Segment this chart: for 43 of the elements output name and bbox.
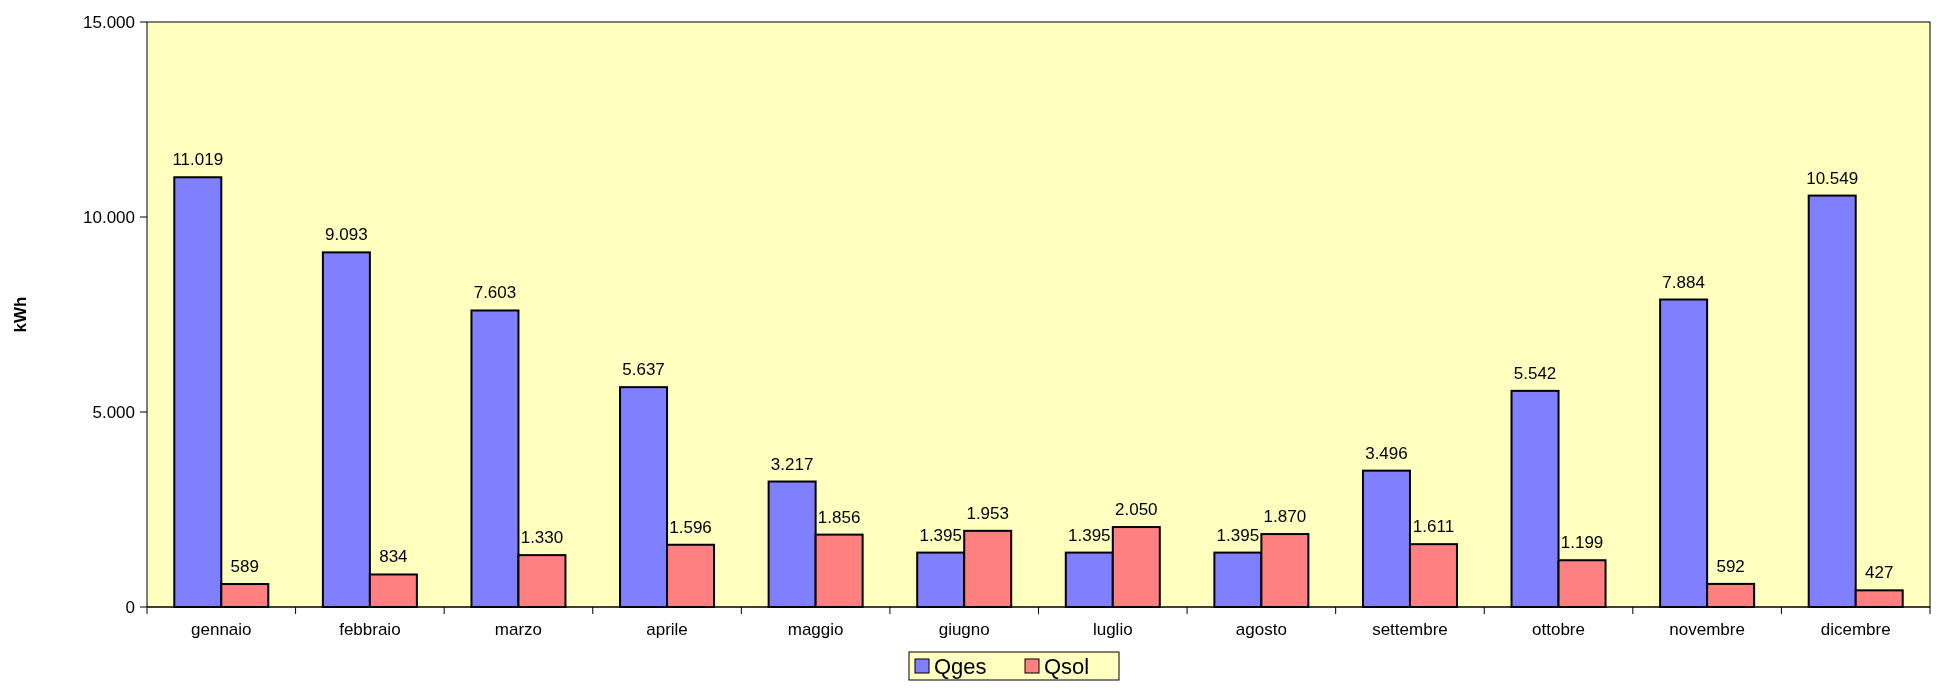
x-tick-label: maggio — [787, 620, 844, 639]
x-tick-label: giugno — [938, 620, 990, 639]
data-label: 1.395 — [919, 525, 962, 545]
x-tick-label: novembre — [1669, 620, 1745, 639]
data-label: 834 — [379, 547, 408, 567]
data-label: 1.856 — [817, 507, 861, 527]
data-label: 11.019 — [172, 150, 224, 170]
data-label: 9.093 — [325, 225, 368, 245]
x-tick-label: luglio — [1092, 620, 1133, 639]
y-axis-title: kWh — [11, 296, 30, 333]
data-label: 1.395 — [1068, 525, 1111, 545]
data-label: 1.953 — [966, 503, 1009, 523]
data-label: 5.542 — [1513, 363, 1557, 383]
x-tick-label: settembre — [1372, 620, 1448, 639]
x-tick-label: marzo — [494, 620, 543, 639]
y-tick-label: 15.000 — [83, 13, 135, 32]
legend-label: Qges — [934, 654, 987, 679]
y-tick-label: 5.000 — [92, 403, 135, 422]
x-tick-label: agosto — [1235, 620, 1287, 639]
data-label: 1.596 — [669, 517, 712, 537]
x-tick-label: aprile — [646, 620, 688, 639]
data-label: 3.217 — [770, 454, 814, 474]
data-label: 1.611 — [1412, 517, 1455, 537]
data-label: 1.330 — [520, 528, 564, 548]
data-label: 3.496 — [1365, 443, 1408, 463]
x-tick-label: ottobre — [1532, 620, 1586, 639]
data-label: 427 — [1865, 563, 1894, 583]
x-tick-label: febbraio — [339, 620, 401, 639]
x-tick-label: dicembre — [1820, 620, 1891, 639]
data-label: 7.884 — [1662, 272, 1705, 292]
data-label: 1.395 — [1216, 525, 1260, 545]
data-label: 5.637 — [622, 360, 665, 380]
y-tick-label: 10.000 — [83, 208, 135, 227]
data-label: 10.549 — [1806, 168, 1859, 188]
data-label: 1.870 — [1263, 507, 1307, 527]
data-label: 2.050 — [1115, 500, 1158, 520]
y-tick-label: 0 — [125, 598, 135, 617]
data-label: 589 — [230, 557, 259, 577]
data-label: 7.603 — [473, 283, 517, 303]
legend-label: Qsol — [1044, 654, 1090, 679]
data-label: 592 — [1716, 556, 1745, 576]
data-label: 1.199 — [1560, 533, 1604, 553]
x-tick-label: gennaio — [191, 620, 252, 639]
